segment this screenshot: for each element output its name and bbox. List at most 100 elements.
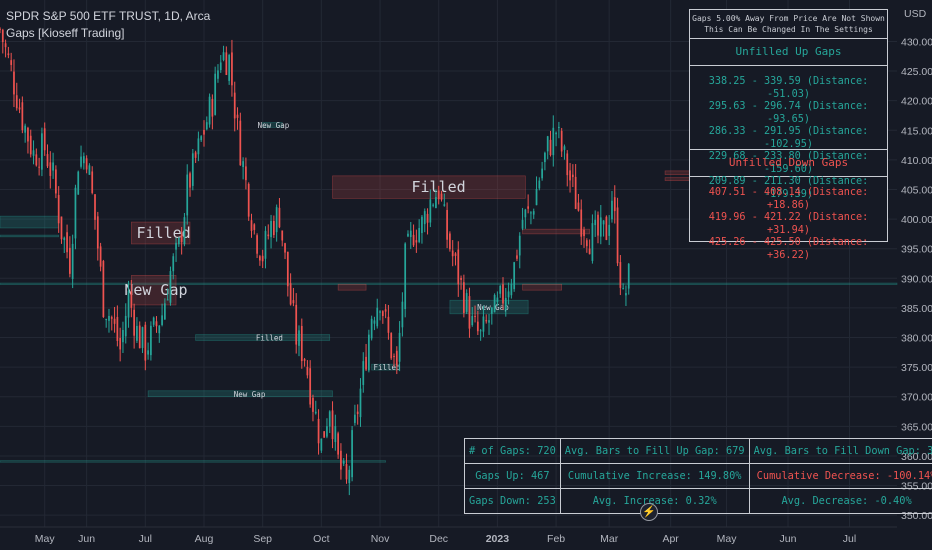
candle-body: [245, 166, 247, 181]
gap-zone-label: New Gap: [477, 303, 509, 312]
candle-body: [127, 290, 130, 318]
candle-body: [63, 237, 66, 241]
candle-body: [457, 249, 460, 285]
candle-body: [161, 315, 163, 325]
candle-body: [7, 53, 10, 56]
gap-zone-label: Filled: [256, 334, 283, 343]
candle-body: [518, 235, 521, 256]
candle-body: [381, 311, 384, 317]
candle-body: [183, 217, 186, 245]
candle-body: [281, 230, 284, 241]
gap-zone: [262, 122, 283, 128]
stat-gaps-down: Gaps Down: 253: [464, 488, 561, 514]
y-tick-label: 390.00: [901, 273, 932, 285]
time-axis[interactable]: May Jun Jul Aug Sep Oct Nov Dec 2023 Feb Mar Apr May…: [35, 533, 856, 545]
y-tick-label: 400.00: [901, 214, 932, 226]
settings-note: Gaps 5.00% Away From Price Are Not Shown…: [690, 10, 887, 39]
candle-body: [152, 317, 155, 325]
candle-body: [541, 168, 543, 179]
candle-body: [124, 315, 127, 337]
indicator-title[interactable]: Gaps [Kioseff Trading]: [6, 26, 125, 40]
candle-body: [99, 246, 102, 267]
candle-body: [180, 234, 183, 242]
candle-body: [57, 195, 60, 224]
list-item: 407.51 - 408.14 (Distance: +18.86): [708, 187, 869, 211]
candle-body: [482, 316, 485, 332]
candle-body: [583, 229, 585, 237]
gap-stats-table: # of Gaps: 720 Avg. Bars to Fill Up Gap:…: [464, 438, 932, 514]
candle-body: [524, 209, 527, 218]
candle-body: [172, 256, 175, 272]
candle-body: [141, 327, 144, 348]
candle-body: [66, 232, 68, 253]
candle-body: [320, 438, 323, 451]
candle-body: [594, 219, 597, 226]
candle-body: [605, 216, 608, 240]
candle-body: [432, 204, 434, 206]
x-tick-label: Jun: [78, 533, 95, 545]
candle-body: [588, 248, 591, 255]
stat-num-gaps: # of Gaps: 720: [464, 438, 561, 464]
candle-body: [538, 180, 541, 189]
candle-body: [365, 356, 367, 370]
y-tick-label: 370.00: [901, 392, 932, 404]
candle-body: [10, 60, 13, 65]
candle-body: [599, 217, 602, 237]
candle-body: [150, 325, 152, 356]
candle-body: [476, 321, 479, 332]
candle-body: [616, 207, 619, 264]
candle-body: [4, 43, 7, 48]
unfilled-down-list: 407.51 - 408.14 (Distance: +18.86) 419.9…: [690, 177, 887, 261]
candle-body: [435, 197, 437, 209]
candle-body: [256, 235, 258, 254]
candle-body: [348, 469, 351, 484]
candle-body: [205, 122, 208, 130]
candle-body: [566, 153, 569, 176]
candle-body: [443, 204, 446, 206]
candle-body: [362, 361, 365, 385]
candle-body: [454, 253, 457, 256]
candle-body: [493, 294, 496, 313]
unfilled-up-list: 338.25 - 339.59 (Distance: -51.03) 295.6…: [690, 66, 887, 200]
candle-body: [340, 450, 342, 470]
unfilled-down-title: Unfilled Down Gaps: [690, 150, 887, 177]
price-axis[interactable]: 350.00355.00360.00365.00370.00375.00380.…: [901, 8, 932, 522]
candle-body: [549, 139, 552, 155]
stat-cum-decrease: Cumulative Decrease: -100.14%: [748, 463, 932, 489]
list-item: 229.68 - 233.80 (Distance: -159.60): [708, 151, 869, 175]
candle-body: [122, 329, 124, 343]
candle-body: [373, 320, 376, 324]
candle-body: [328, 411, 331, 427]
gap-zone: [131, 221, 191, 245]
x-tick-label: Apr: [662, 533, 679, 545]
candle-body: [323, 431, 326, 438]
candle-body: [571, 174, 574, 178]
symbol-title[interactable]: SPDR S&P 500 ETF TRUST, 1D, Arca: [6, 9, 211, 23]
candle-body: [446, 209, 448, 240]
candle-body: [55, 169, 57, 194]
lightning-icon[interactable]: ⚡: [640, 503, 658, 521]
gap-zone-label: Filled: [137, 224, 191, 242]
candle-body: [401, 301, 404, 328]
candle-body: [228, 54, 231, 81]
candle-body: [423, 211, 426, 225]
candle-body: [80, 156, 82, 167]
candle-body: [82, 156, 85, 164]
x-tick-label: May: [717, 533, 738, 545]
x-tick-label: Nov: [371, 533, 390, 545]
gap-zone: [332, 175, 526, 199]
candle-body: [429, 199, 432, 223]
candle-body: [306, 366, 309, 376]
x-tick-label: Dec: [429, 533, 448, 545]
candle-body: [342, 461, 345, 464]
list-item: 419.96 - 421.22 (Distance: +31.94): [708, 212, 869, 236]
gap-zone-label: New Gap: [258, 121, 290, 130]
y-tick-label: 380.00: [901, 333, 932, 345]
candle-body: [203, 129, 205, 135]
list-item: 295.63 - 296.74 (Distance: -93.65): [708, 101, 869, 125]
candle-body: [602, 220, 605, 225]
candle-body: [71, 243, 74, 279]
candle-body: [1, 29, 4, 42]
y-tick-label: 405.00: [901, 184, 932, 196]
